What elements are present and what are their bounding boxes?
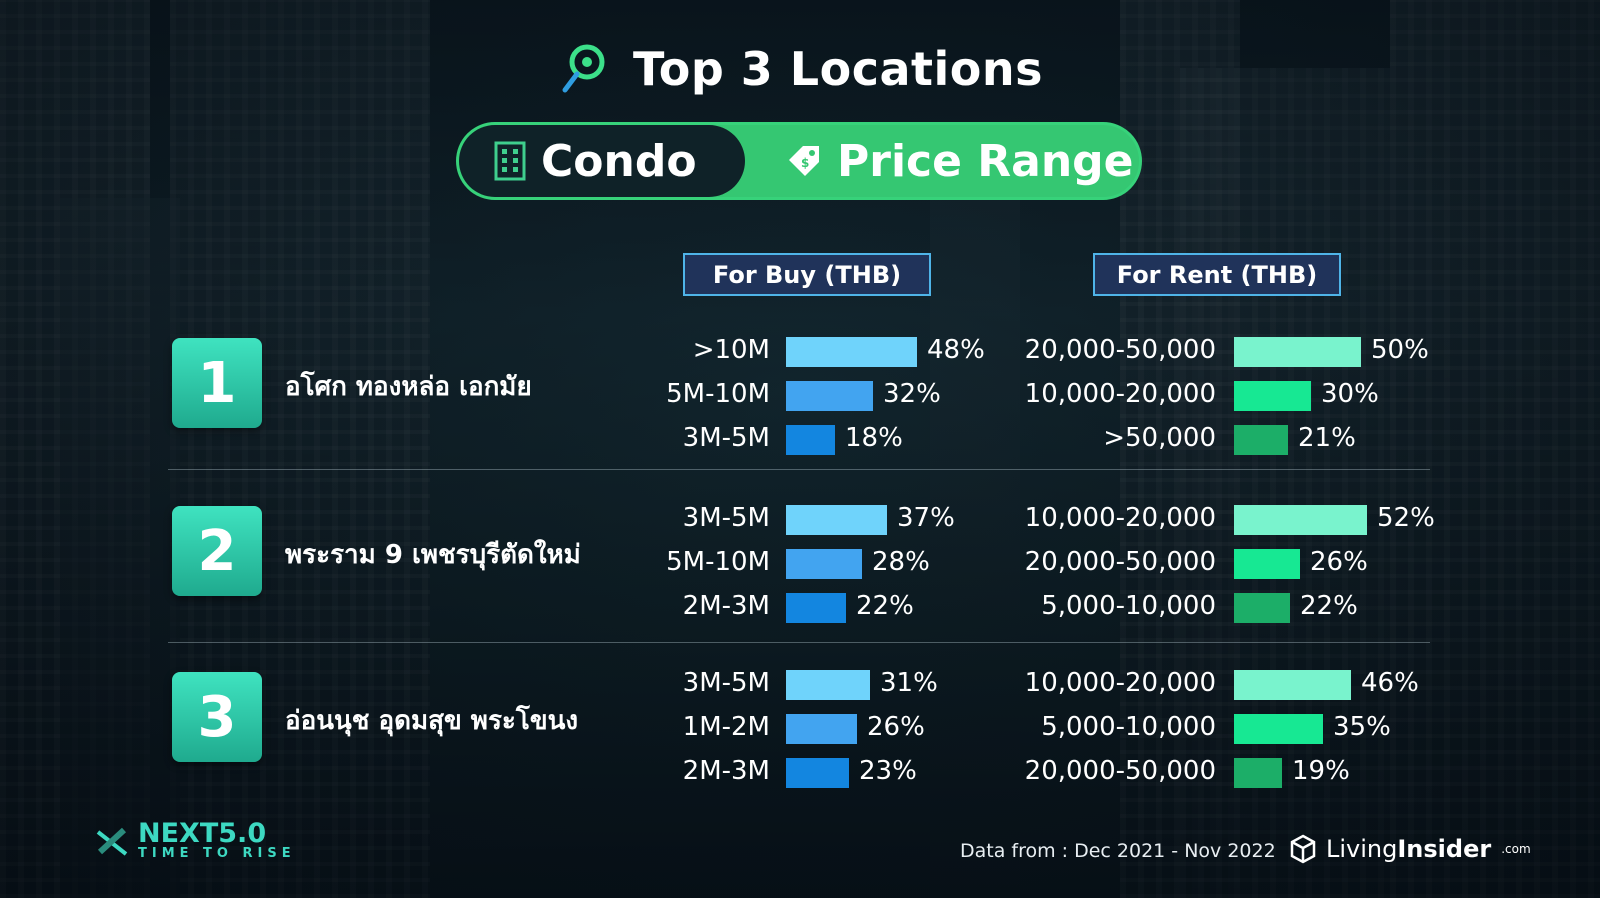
- location-pin-icon: [562, 44, 605, 93]
- rent-bar: [1234, 758, 1282, 788]
- next-logo-text: NEXT5.0: [138, 818, 267, 849]
- livinginsider-wordmark: LivingInsider: [1326, 835, 1491, 863]
- next-logo-tagline: TIME TO RISE: [138, 846, 296, 861]
- rent-bar: [1234, 337, 1361, 367]
- buy-category-label: 3M-5M: [682, 503, 770, 533]
- buy-category-label: >10M: [692, 335, 770, 365]
- pill-condo: Condo: [459, 125, 745, 197]
- rent-category-label: 5,000-10,000: [1041, 712, 1216, 742]
- price-tag-icon: $: [789, 146, 819, 176]
- buy-category-label: 1M-2M: [682, 712, 770, 742]
- livinginsider-logo: LivingInsider .com: [1290, 834, 1531, 864]
- building-icon: [494, 141, 526, 181]
- livinginsider-cube-icon: [1290, 834, 1316, 864]
- rent-category-label: 20,000-50,000: [1024, 335, 1216, 365]
- buy-percent-label: 22%: [856, 591, 914, 621]
- buy-bar: [786, 425, 835, 455]
- rank-badge: 3: [172, 672, 262, 762]
- buy-percent-label: 18%: [845, 423, 903, 453]
- rent-percent-label: 50%: [1371, 335, 1429, 365]
- rank-badge: 1: [172, 338, 262, 428]
- insider-text: Insider: [1397, 835, 1492, 863]
- rank-badge: 2: [172, 506, 262, 596]
- rent-bar: [1234, 425, 1288, 455]
- rent-category-label: 10,000-20,000: [1024, 379, 1216, 409]
- buy-category-label: 5M-10M: [666, 379, 770, 409]
- buy-category-label: 5M-10M: [666, 547, 770, 577]
- buy-bar: [786, 505, 887, 535]
- buy-bar: [786, 714, 857, 744]
- buy-percent-label: 37%: [897, 503, 955, 533]
- buy-bar: [786, 593, 846, 623]
- column-header-rent: For Rent (THB): [1093, 253, 1341, 296]
- rent-category-label: 10,000-20,000: [1024, 668, 1216, 698]
- column-header-buy: For Buy (THB): [683, 253, 931, 296]
- buy-percent-label: 48%: [927, 335, 985, 365]
- next-logo-mark-icon: [96, 827, 128, 856]
- buy-category-label: 2M-3M: [682, 756, 770, 786]
- location-name: อ่อนนุช อุดมสุข พระโขนง: [285, 706, 579, 736]
- livinginsider-com: .com: [1501, 842, 1531, 856]
- location-name: พระราม 9 เพชรบุรีตัดใหม่: [285, 540, 581, 570]
- buy-category-label: 3M-5M: [682, 668, 770, 698]
- buy-percent-label: 28%: [872, 547, 930, 577]
- rent-bar: [1234, 714, 1323, 744]
- pill-price-range: $ Price Range: [759, 125, 1139, 197]
- rent-percent-label: 30%: [1321, 379, 1379, 409]
- rent-percent-label: 52%: [1377, 503, 1435, 533]
- category-pill: Condo $ Price Range: [456, 122, 1142, 200]
- data-source-date: Data from : Dec 2021 - Nov 2022: [960, 840, 1276, 862]
- divider: [168, 642, 1430, 643]
- buy-percent-label: 23%: [859, 756, 917, 786]
- rent-percent-label: 21%: [1298, 423, 1356, 453]
- title-text: Top 3 Locations: [632, 42, 1044, 96]
- buy-percent-label: 32%: [883, 379, 941, 409]
- chart-title: Top 3 Locations: [0, 42, 1600, 96]
- rent-category-label: 20,000-50,000: [1024, 547, 1216, 577]
- rent-bar: [1234, 549, 1300, 579]
- buy-bar: [786, 337, 917, 367]
- pill-condo-label: Condo: [541, 135, 697, 187]
- rent-percent-label: 26%: [1310, 547, 1368, 577]
- svg-text:$: $: [801, 156, 809, 170]
- rent-bar: [1234, 593, 1290, 623]
- divider: [168, 469, 1430, 470]
- buy-bar: [786, 549, 862, 579]
- buy-bar: [786, 670, 870, 700]
- next-logo: NEXT5.0 TIME TO RISE: [96, 818, 296, 861]
- rent-category-label: 10,000-20,000: [1024, 503, 1216, 533]
- pill-price-range-label: Price Range: [837, 135, 1134, 187]
- rent-bar: [1234, 381, 1311, 411]
- rent-category-label: 20,000-50,000: [1024, 756, 1216, 786]
- buy-category-label: 3M-5M: [682, 423, 770, 453]
- buy-percent-label: 31%: [880, 668, 938, 698]
- rent-bar: [1234, 505, 1367, 535]
- rent-percent-label: 46%: [1361, 668, 1419, 698]
- buy-bar: [786, 758, 849, 788]
- rent-percent-label: 35%: [1333, 712, 1391, 742]
- rent-category-label: 5,000-10,000: [1041, 591, 1216, 621]
- buy-bar: [786, 381, 873, 411]
- buy-percent-label: 26%: [867, 712, 925, 742]
- rent-percent-label: 19%: [1292, 756, 1350, 786]
- buy-category-label: 2M-3M: [682, 591, 770, 621]
- rent-bar: [1234, 670, 1351, 700]
- rent-category-label: >50,000: [1103, 423, 1216, 453]
- living-text: Living: [1326, 835, 1398, 863]
- rent-percent-label: 22%: [1300, 591, 1358, 621]
- location-name: อโศก ทองหล่อ เอกมัย: [285, 372, 532, 402]
